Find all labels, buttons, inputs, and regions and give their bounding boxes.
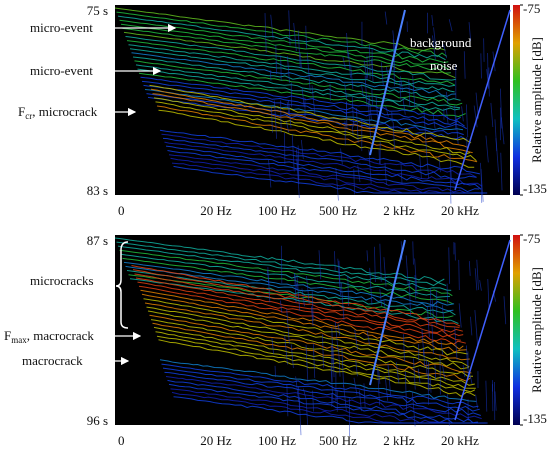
x-tick-label: 500 Hz [319, 433, 357, 448]
colorbar-tick-label: -135 [523, 181, 547, 196]
annotation: Fcr, microcrack [18, 104, 98, 121]
colorbar-tick-label: -75 [523, 1, 540, 16]
time-label: 87 s [87, 233, 108, 248]
colorbar-tick-label: -135 [523, 411, 547, 426]
annotation-text: microcracks [30, 273, 94, 288]
x-tick-label: 0 [118, 203, 125, 218]
colorbar-tick-label: -75 [523, 231, 540, 246]
x-tick-label: 20 kHz [441, 203, 479, 218]
annotation-text: F [4, 328, 11, 343]
x-tick-label: 0 [118, 433, 125, 448]
colorbar-label: Relative amplitude [dB] [529, 267, 544, 393]
noise [370, 45, 371, 79]
x-tick-label: 100 Hz [258, 203, 296, 218]
annotation-text: micro-event [30, 63, 93, 78]
x-tick-label: 20 kHz [441, 433, 479, 448]
x-tick-label: 20 Hz [200, 203, 232, 218]
annotation-rest: , macrocrack [27, 328, 95, 343]
annotation-sub: cr [25, 111, 32, 121]
annotation: macrocrack [22, 353, 83, 368]
annotation: microcracks [30, 273, 94, 288]
colorbar-label: Relative amplitude [dB] [529, 37, 544, 163]
x-tick-label: 500 Hz [319, 203, 357, 218]
annotation: micro-event [30, 63, 93, 78]
annotation-text: micro-event [30, 20, 93, 35]
x-tick-label: 100 Hz [258, 433, 296, 448]
colorbar [513, 235, 520, 425]
noise [275, 366, 276, 377]
annotation-text: F [18, 104, 25, 119]
time-label: 83 s [87, 183, 108, 198]
x-tick-label: 20 Hz [200, 433, 232, 448]
annotation: Fmax, macrocrack [4, 328, 94, 345]
colorbar [513, 5, 520, 195]
time-label: 75 s [87, 3, 108, 18]
annotation-text: macrocrack [22, 353, 83, 368]
annotation: micro-event [30, 20, 93, 35]
note: noise [430, 58, 458, 73]
x-tick-label: 2 kHz [383, 433, 415, 448]
time-label: 96 s [87, 413, 108, 428]
annotation-rest: , microcrack [32, 104, 97, 119]
x-tick-label: 2 kHz [383, 203, 415, 218]
annotation-sub: max [11, 335, 27, 345]
note: background [410, 35, 472, 50]
